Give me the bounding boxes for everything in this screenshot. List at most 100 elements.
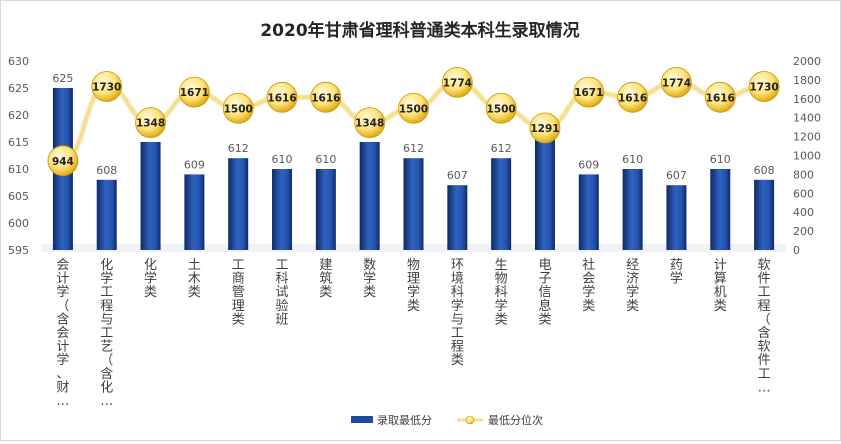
line-value-label: 944 xyxy=(52,156,74,168)
bar-value-label: 625 xyxy=(52,72,73,85)
line-value-label: 1348 xyxy=(136,118,165,130)
line-value-label: 1291 xyxy=(530,123,559,135)
line-marker xyxy=(529,112,561,144)
x-category-label: 计算机类 xyxy=(714,258,727,314)
line-marker xyxy=(47,145,79,177)
bar-value-label: 610 xyxy=(315,153,336,166)
right-tick-label: 2000 xyxy=(793,55,821,68)
bar-value-label: 609 xyxy=(184,158,205,171)
line-marker xyxy=(398,92,429,124)
line-marker xyxy=(441,66,473,98)
x-category-label: 环境科学与工程类 xyxy=(451,258,464,368)
bar xyxy=(578,174,599,250)
left-tick-label: 620 xyxy=(8,109,29,122)
left-tick-label: 605 xyxy=(8,190,29,203)
line-marker xyxy=(704,81,736,113)
legend-bar-label: 录取最低分 xyxy=(377,414,432,427)
line-value-label: 1774 xyxy=(443,77,472,89)
line-value-label: 1671 xyxy=(574,87,603,99)
line-value-label: 1616 xyxy=(618,92,647,104)
x-category-label: 经济学类 xyxy=(626,258,639,314)
bar xyxy=(622,169,643,250)
legend: 录取最低分 最低分位次 xyxy=(351,413,543,427)
right-tick-label: 400 xyxy=(793,206,814,219)
x-category-label: 社会学类 xyxy=(582,257,595,314)
right-tick-label: 600 xyxy=(793,187,814,200)
right-tick-label: 0 xyxy=(793,244,800,257)
x-category-label: 药学 xyxy=(670,258,683,287)
line-marker xyxy=(617,81,649,113)
line-value-label: 1774 xyxy=(662,77,691,89)
legend-bar-swatch xyxy=(351,416,373,423)
x-axis-labels: 会计学（含会计学、财… 化学工程与工艺（含化… 化学类 土木类 工商管理类 工科试验班 建筑… xyxy=(56,257,770,409)
left-tick-label: 630 xyxy=(8,55,29,68)
line-marker xyxy=(135,107,166,139)
bar xyxy=(272,169,293,250)
x-category-label: 工商管理类 xyxy=(232,258,245,327)
line-marker xyxy=(266,81,298,113)
x-category-label: 土木类 xyxy=(188,258,201,300)
right-tick-label: 1200 xyxy=(793,131,821,144)
bar xyxy=(447,185,468,250)
x-category-label: 会计学（含会计学、财… xyxy=(56,258,69,409)
bar-value-label: 607 xyxy=(447,169,468,182)
right-tick-label: 1400 xyxy=(793,112,821,125)
bar xyxy=(491,158,512,250)
chart-title: 2020年甘肃省理科普通类本科生录取情况 xyxy=(260,20,579,41)
right-tick-label: 1000 xyxy=(793,150,821,163)
bar-series-group xyxy=(41,88,786,252)
left-tick-label: 600 xyxy=(8,217,29,230)
bar xyxy=(754,179,775,250)
bar xyxy=(315,169,336,250)
bar-value-label: 610 xyxy=(710,153,731,166)
left-tick-label: 625 xyxy=(8,82,29,95)
legend-marker-swatch xyxy=(465,415,475,425)
line-marker xyxy=(748,71,780,102)
line-value-label: 1500 xyxy=(224,103,253,115)
line-value-label: 1730 xyxy=(92,82,121,94)
line-marker xyxy=(310,81,342,113)
right-tick-label: 200 xyxy=(793,225,814,238)
bar-value-label: 612 xyxy=(228,142,249,155)
bar xyxy=(534,136,555,250)
line-marker xyxy=(354,107,386,139)
line-marker xyxy=(222,92,254,124)
bar-value-label: 609 xyxy=(578,158,599,171)
bar xyxy=(140,142,161,250)
x-category-label: 化学工程与工艺（含化… xyxy=(100,258,113,409)
right-y-axis: 0 200 400 600 800 1000 1200 1400 1600 1800 2000 xyxy=(793,55,821,257)
line-value-label: 1730 xyxy=(749,82,778,94)
bar-value-label: 607 xyxy=(666,169,687,182)
right-tick-label: 1600 xyxy=(793,93,821,106)
left-tick-label: 610 xyxy=(8,163,29,176)
bar xyxy=(710,169,731,250)
line-marker xyxy=(661,66,692,98)
bar-value-label: 610 xyxy=(622,153,643,166)
x-category-label: 化学类 xyxy=(144,258,157,300)
line-value-label: 1616 xyxy=(706,92,735,104)
bar xyxy=(359,142,380,250)
bar-value-label: 610 xyxy=(272,153,293,166)
legend-line-label: 最低分位次 xyxy=(488,413,543,427)
bar-value-label: 612 xyxy=(403,142,424,155)
bar xyxy=(96,179,117,250)
line-marker xyxy=(178,76,210,108)
line-marker xyxy=(91,71,123,102)
x-category-label: 物理学类 xyxy=(407,258,420,314)
x-category-label: 电子信息类 xyxy=(538,258,551,327)
line-marker xyxy=(485,92,517,124)
line-marker xyxy=(573,76,605,108)
left-tick-label: 615 xyxy=(8,136,29,149)
bar xyxy=(666,185,687,250)
left-y-axis: 595 600 605 610 615 620 625 630 xyxy=(8,55,29,257)
line-value-label: 1671 xyxy=(180,87,209,99)
line-value-label: 1616 xyxy=(267,92,296,104)
bar-value-label: 612 xyxy=(491,142,512,155)
x-category-label: 建筑类 xyxy=(319,258,332,300)
x-category-label: 数学类 xyxy=(363,258,376,300)
bar xyxy=(403,158,424,250)
line-value-label: 1500 xyxy=(399,103,428,115)
bar-value-label: 608 xyxy=(96,164,117,177)
